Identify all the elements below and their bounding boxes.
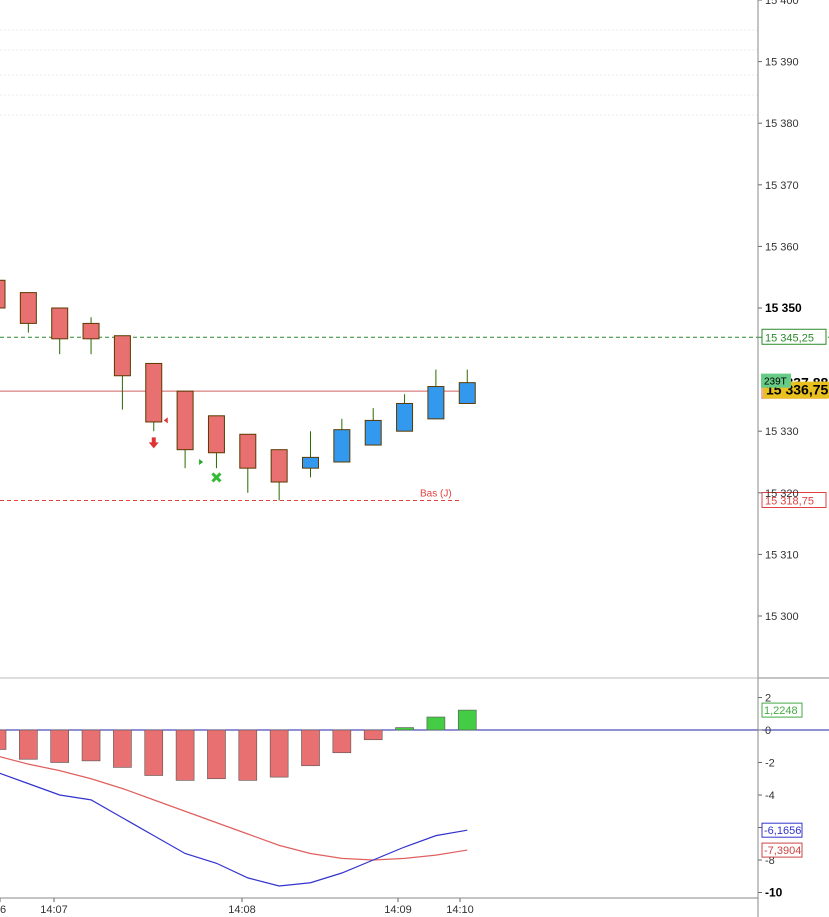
signals-layer [148,417,222,483]
osc-value-badge [761,702,803,718]
candle-body-bull [427,386,445,420]
histogram-bar-neg [81,729,101,762]
low-ref-badge-label: 15 318,75 [765,496,814,508]
histogram-bar-neg [175,729,195,781]
osc-value-label: -6,1656 [764,825,801,837]
time-axis: 6 14:07 14:08 14:09 14:10 [0,898,474,916]
high-ref-badge [761,328,827,345]
oscillator-panel [0,709,829,887]
candle-body-bear [113,335,131,377]
candle[interactable] [19,292,37,333]
time-tick-label: 14:09 [384,904,412,916]
low-ref-caption: Bas (J) [420,489,452,500]
candle-body-bear [82,322,100,340]
candle[interactable] [82,317,100,355]
candle-body-bull [458,382,476,404]
low-ref-badge [761,492,827,508]
signal-left-triangle [163,417,168,424]
candle[interactable] [0,279,6,309]
histogram-bar-neg [269,729,289,778]
candle-body-bull [333,429,351,463]
candle-body-bull [396,402,414,432]
volume-badge [761,373,791,388]
candle-body-bear [145,362,163,423]
price-tick-label: 15 400 [765,0,799,7]
oscillator-axis: 20-2-4-6-8-101,2248-6,1656-7,3904 [758,693,803,900]
candle[interactable] [396,394,414,432]
time-tick-label: 14:10 [446,904,474,916]
candle-body-bear [270,449,288,483]
price-tick-label: 15 370 [765,180,799,192]
histogram-bar-neg [50,729,70,763]
candle[interactable] [270,449,288,501]
osc-value-label: 1,2248 [764,705,798,717]
price-axis: 15 400 15 390 15 380 15 370 15 360 15 350 15 3… [758,0,802,623]
signal-line [0,756,468,861]
histogram-bar-neg [144,729,164,776]
candle[interactable] [145,362,163,432]
histogram-bar-pos [426,716,446,731]
time-tick-label: 14:07 [40,904,68,916]
time-tick-label: 6 [0,904,6,916]
osc-tick-label: 2 [765,693,771,705]
volume-label: 239T [764,377,787,388]
candle[interactable] [458,369,476,404]
time-tick-label: 14:08 [228,904,256,916]
histogram-bar-neg [363,729,383,741]
histogram-bar-neg [0,729,7,750]
candle-body-bull [364,419,382,446]
candles-layer[interactable] [0,279,476,501]
candle[interactable] [302,431,319,478]
candle[interactable] [333,418,351,463]
osc-value-badge [761,822,803,838]
osc-value-label: -7,3904 [764,845,801,857]
osc-tick-label: -4 [765,790,775,802]
histogram-bar-neg [19,729,38,760]
candle-body-bull [302,456,319,469]
price-tick-label: 15 380 [765,118,799,130]
candle-body-bear [176,390,194,451]
histogram-bar-neg [113,729,132,768]
candle[interactable] [51,307,69,355]
price-tick-label: 15 390 [765,57,799,69]
macd-line [0,772,468,887]
histogram-bar-neg [238,729,258,781]
candle[interactable] [113,335,131,410]
price-tick-label: 15 350 [765,301,802,315]
osc-value-badge [761,842,803,858]
histogram-bar-neg [332,729,352,754]
candle[interactable] [207,415,225,469]
candle-body-bear [239,433,257,469]
histogram-bar-pos [395,727,414,731]
histogram-bar-pos [457,709,477,731]
candle[interactable] [239,433,257,493]
signal-cross [211,472,222,483]
signal-down-arrow [148,437,159,449]
high-ref-badge-label: 15 345,25 [765,332,814,344]
signal-right-triangle [199,459,204,465]
price-tick-label: 15 330 [765,426,799,438]
histogram-bar-neg [207,729,226,780]
price-tick-label: 15 360 [765,241,799,253]
osc-tick-label: -10 [765,886,783,900]
price-tick-label: 15 320 [765,488,799,500]
candle-body-bear [19,292,37,324]
candle[interactable] [427,369,445,420]
osc-tick-label: -8 [765,855,775,867]
histogram-bar-neg [301,729,320,767]
osc-tick-label: 0 [765,725,771,737]
candle-body-bear [207,415,225,454]
candle[interactable] [176,390,194,469]
price-tick-label: 15 310 [765,549,799,561]
osc-tick-label: -2 [765,758,775,770]
candle-body-bear [51,307,69,340]
price-tick-label: 15 300 [765,611,799,623]
candle[interactable] [364,408,382,446]
candle-body-bear [0,279,6,309]
